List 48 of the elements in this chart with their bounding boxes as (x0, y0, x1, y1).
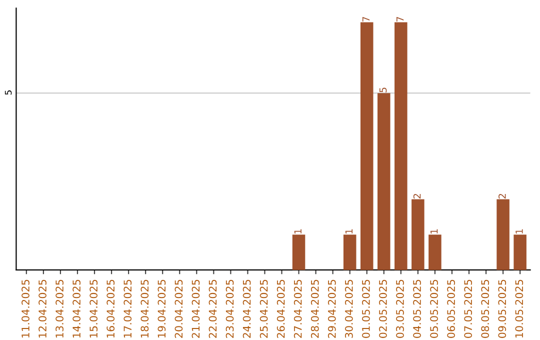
bar (412, 199, 424, 270)
x-tick-label: 14.04.2025 (72, 280, 81, 338)
x-tick-label: 30.04.2025 (344, 280, 353, 338)
x-tick-label: 07.05.2025 (464, 280, 472, 338)
bar (394, 22, 408, 270)
x-tick-label: 16.04.2025 (106, 280, 115, 338)
bar (514, 234, 526, 270)
x-tick-label: 13.04.2025 (56, 280, 64, 338)
bar (428, 234, 442, 270)
x-tick-label: 18.04.2025 (140, 280, 149, 338)
x-tick-label: 03.05.2025 (396, 280, 404, 338)
bar (378, 93, 390, 270)
x-tick-label: 17.04.2025 (124, 280, 132, 338)
bar (496, 199, 510, 270)
x-tick-label: 29.04.2025 (328, 280, 336, 338)
x-tick-label: 12.04.2025 (38, 280, 46, 338)
x-tick-label: 02.05.2025 (379, 280, 387, 338)
data-label: 5 (379, 88, 387, 92)
x-tick-label: 05.05.2025 (430, 280, 438, 338)
bar (292, 234, 306, 270)
x-tick-label: 04.05.2025 (413, 280, 421, 338)
x-tick-label: 08.05.2025 (481, 280, 490, 338)
x-tick-label: 11.04.2025 (22, 280, 30, 338)
data-label: 2 (413, 194, 421, 198)
data-label: 7 (396, 16, 404, 22)
data-label: 1 (294, 229, 302, 234)
data-label: 1 (345, 229, 353, 234)
x-tick-label: 10.05.2025 (515, 280, 524, 338)
x-tick-label: 19.04.2025 (158, 280, 166, 338)
x-tick-label: 23.04.2025 (226, 280, 234, 338)
x-tick-label: 25.04.2025 (260, 280, 268, 338)
bar (360, 22, 374, 270)
x-tick-label: 27.04.2025 (294, 280, 302, 338)
x-tick-label: 22.04.2025 (208, 280, 217, 338)
x-tick-label: 06.05.2025 (447, 280, 455, 338)
data-label: 1 (516, 229, 523, 234)
bar (343, 234, 356, 270)
x-tick-label: 26.04.2025 (276, 280, 285, 338)
data-label: 1 (430, 229, 438, 234)
x-tick-label: 01.05.2025 (362, 280, 370, 338)
data-label: 7 (362, 16, 370, 22)
x-tick-label: 21.04.2025 (192, 280, 200, 338)
data-label: 2 (498, 194, 506, 198)
x-tick-label: 09.05.2025 (498, 280, 506, 338)
x-tick-label: 20.04.2025 (174, 280, 183, 338)
x-tick-label: 15.04.2025 (90, 280, 98, 338)
x-tick-label: 24.04.2025 (242, 280, 251, 338)
x-tick-label: 28.04.2025 (310, 280, 319, 338)
